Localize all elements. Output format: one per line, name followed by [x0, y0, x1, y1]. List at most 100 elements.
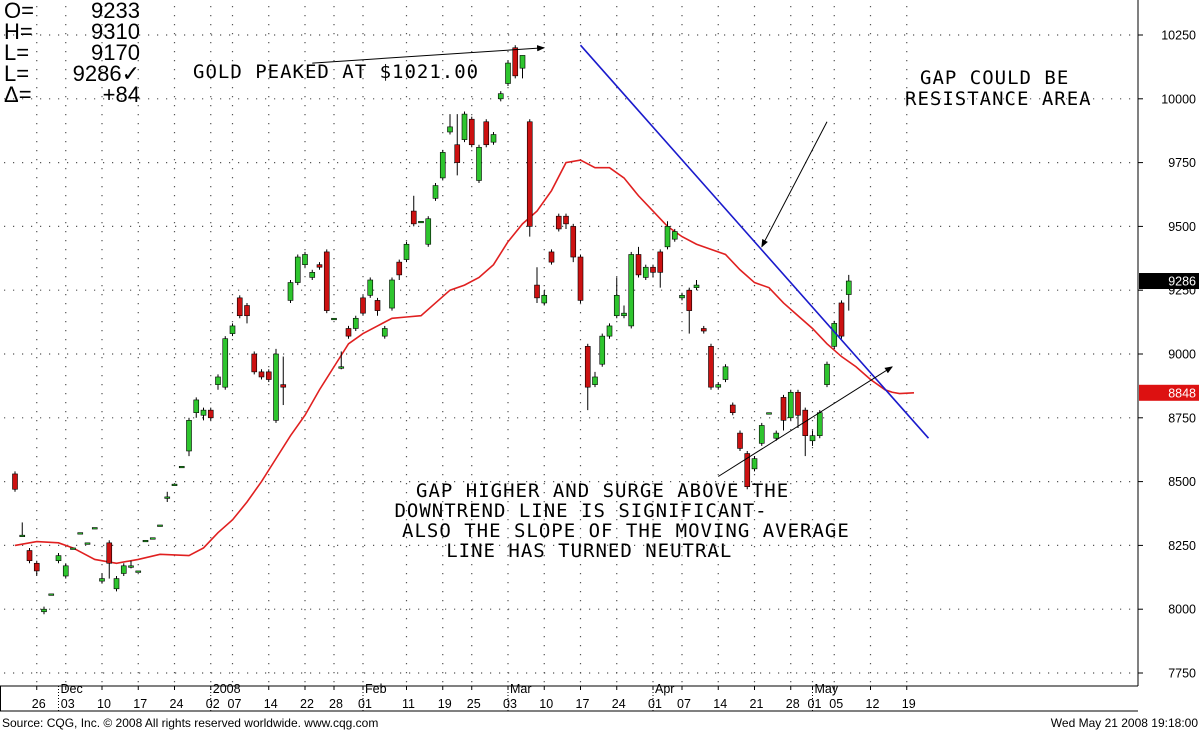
candle	[592, 371, 598, 388]
last-price-tag-bg	[1139, 273, 1199, 290]
y-tick-label: 8250	[1168, 539, 1196, 553]
ohlc-value: 9310	[91, 19, 140, 44]
candle-body-down	[563, 215, 569, 225]
candle-body-down	[700, 328, 707, 332]
candle	[316, 262, 323, 270]
candle-body-up	[389, 279, 395, 309]
candle-body-down	[236, 297, 243, 317]
x-tick-label: 24	[170, 697, 184, 711]
y-axis-ticks: 7750800082508500875090009250950097501000…	[1138, 29, 1196, 681]
candle-body-down	[657, 251, 664, 273]
candle-body-up	[309, 272, 316, 278]
axes	[0, 0, 1139, 712]
ma-price-tag-bg	[1139, 384, 1199, 401]
candle-body-up	[497, 93, 504, 100]
candle-body-up	[229, 325, 236, 334]
candle	[178, 465, 185, 469]
y-tick-label: 8000	[1168, 603, 1196, 617]
candle-body-up	[48, 593, 55, 596]
candle	[186, 417, 192, 457]
grid-dot-path	[4, 6, 1131, 683]
candle-body-down	[207, 409, 214, 419]
candle	[526, 119, 533, 237]
ohlc-label: H=	[4, 19, 33, 44]
candle	[12, 471, 18, 492]
candle-body-up	[331, 317, 337, 321]
x-tick-label: 24	[612, 697, 626, 711]
candle	[432, 183, 439, 201]
ohlc-label: O=	[4, 0, 34, 23]
moving-average-layer	[14, 159, 915, 565]
candle-body-down	[483, 121, 490, 146]
candle	[439, 149, 446, 181]
candle	[410, 195, 417, 227]
candle-body-up	[164, 496, 171, 499]
candle	[19, 522, 26, 537]
candle	[708, 343, 714, 390]
candle-body-up	[113, 578, 120, 590]
candle-body-down	[708, 346, 714, 388]
y-tick-label: 7750	[1168, 667, 1196, 681]
candle	[389, 277, 395, 311]
ohlc-value: 9286✓	[72, 61, 140, 86]
candle	[555, 213, 562, 232]
candle-body-up	[128, 565, 134, 568]
x-tick-label: 01	[648, 697, 662, 711]
candle-body-up	[606, 325, 613, 337]
candle	[229, 323, 236, 337]
candle-body-up	[766, 412, 772, 415]
candle-body-up	[505, 62, 511, 84]
trendline-layer	[579, 44, 930, 439]
candle	[84, 542, 91, 545]
candle	[737, 430, 743, 451]
candle	[476, 144, 482, 184]
candle	[106, 540, 113, 579]
candle-body-up	[120, 565, 127, 574]
candle	[251, 351, 258, 375]
annotation-gap-line-2: RESISTANCE AREA	[905, 88, 1092, 110]
candle-body-down	[265, 371, 272, 380]
candle-body-up	[193, 399, 200, 413]
candle-body-down	[737, 432, 743, 449]
ohlc-row-change: Δ= +84	[4, 82, 140, 107]
price-tags: 9286 8848	[1139, 273, 1199, 401]
x-tick-label: 10	[97, 697, 111, 711]
candle-body-up	[77, 532, 84, 535]
candle-body-down	[280, 384, 287, 388]
candle	[490, 131, 497, 145]
candle-body-down	[26, 550, 33, 562]
x-axis-ticks: 26 03 10 17 24 02 07 14 22 28 01 11 19 25 03 10 17 24 01 07…	[32, 682, 916, 711]
candle	[512, 45, 519, 79]
candle-body-up	[294, 256, 301, 283]
candle	[650, 264, 656, 278]
candle	[664, 221, 671, 250]
candle-body-down	[570, 226, 577, 258]
candle	[773, 430, 780, 441]
candle-body-up	[816, 412, 823, 436]
y-tick-label: 10000	[1161, 92, 1196, 106]
ohlc-label: Δ=	[4, 82, 32, 107]
arrow-peak	[312, 45, 546, 64]
candle	[729, 402, 736, 416]
candle-body-down	[795, 391, 801, 416]
candle	[55, 553, 62, 564]
candle-body-up	[824, 363, 830, 385]
candle-body-down	[360, 297, 366, 314]
month-label: Apr	[655, 682, 674, 696]
candle-body-up	[809, 435, 816, 442]
candle-body-up	[787, 391, 794, 419]
candle-body-up	[367, 279, 374, 296]
x-tick-label: 21	[750, 697, 764, 711]
candle-body-down	[577, 256, 584, 301]
ohlc-label: L=	[4, 61, 30, 86]
candle	[766, 412, 772, 415]
candle	[265, 369, 272, 383]
candle	[26, 547, 33, 564]
candle	[635, 246, 642, 278]
candle	[120, 563, 127, 577]
annotation-peak: GOLD PEAKED AT $1021.00	[193, 61, 480, 83]
y-tick-label: 10250	[1161, 29, 1196, 43]
candle-body-up	[200, 409, 207, 416]
candle-body-up	[693, 284, 700, 288]
candle	[48, 593, 55, 596]
